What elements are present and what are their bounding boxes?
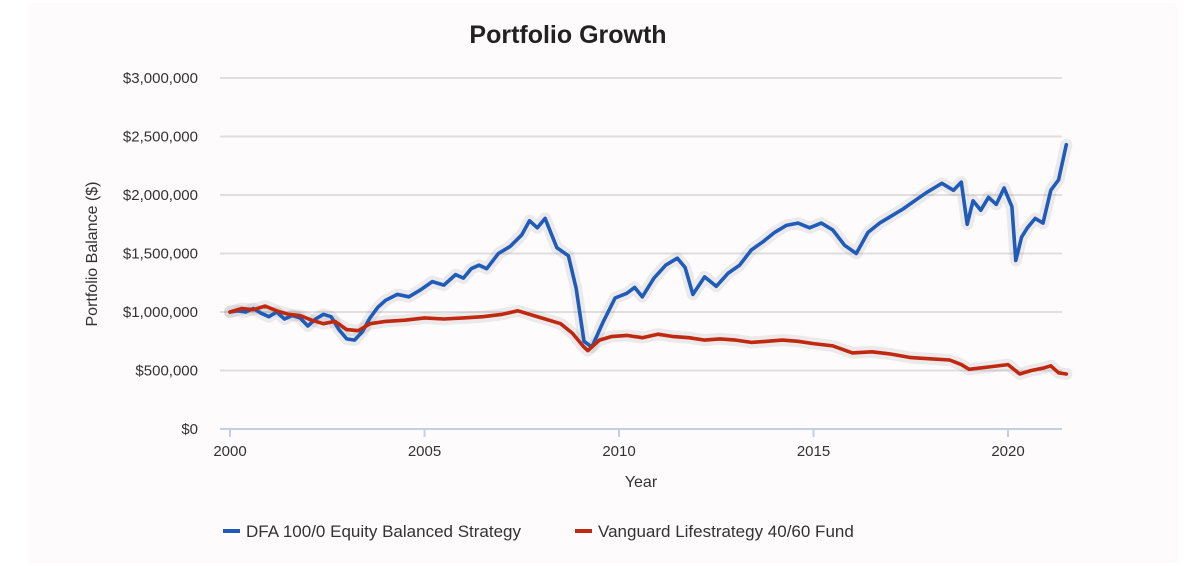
legend-label: Vanguard Lifestrategy 40/60 Fund — [598, 522, 854, 541]
gridlines — [220, 77, 1062, 372]
x-tick-label: 2010 — [602, 443, 635, 460]
y-axis-ticks: $0 $500,000 $1,000,000 $1,500,000 $2,000,000… — [123, 70, 198, 438]
chart-title: Portfolio Growth — [469, 21, 666, 49]
x-axis-label: Year — [625, 474, 658, 491]
series-shadow — [224, 138, 1073, 354]
y-tick-label: $2,500,000 — [123, 129, 198, 146]
x-tick-label: 2015 — [797, 443, 830, 460]
y-tick-label: $0 — [181, 421, 198, 438]
legend-label: DFA 100/0 Equity Balanced Strategy — [246, 522, 522, 541]
legend-item[interactable]: Vanguard Lifestrategy 40/60 Fund — [575, 522, 854, 541]
legend-item[interactable]: DFA 100/0 Equity Balanced Strategy — [223, 522, 522, 541]
legend: DFA 100/0 Equity Balanced Strategy Vangua… — [223, 522, 854, 541]
series-lines — [224, 138, 1073, 380]
x-tick-label: 2000 — [213, 443, 246, 460]
y-tick-label: $2,000,000 — [123, 187, 198, 204]
x-tick-label: 2005 — [408, 443, 441, 460]
dfa-series-line[interactable] — [228, 142, 1069, 349]
y-tick-label: $3,000,000 — [123, 70, 198, 87]
x-tick-label: 2020 — [991, 443, 1024, 460]
vanguard-series-line[interactable] — [228, 304, 1069, 376]
y-axis-label: Portfolio Balance ($) — [84, 182, 101, 327]
y-tick-label: $500,000 — [135, 363, 198, 380]
y-tick-label: $1,500,000 — [123, 246, 198, 263]
chart-panel — [28, 3, 1178, 563]
y-tick-label: $1,000,000 — [123, 304, 198, 321]
x-axis-ticks: 2000 2005 2010 2015 2020 — [213, 429, 1025, 460]
